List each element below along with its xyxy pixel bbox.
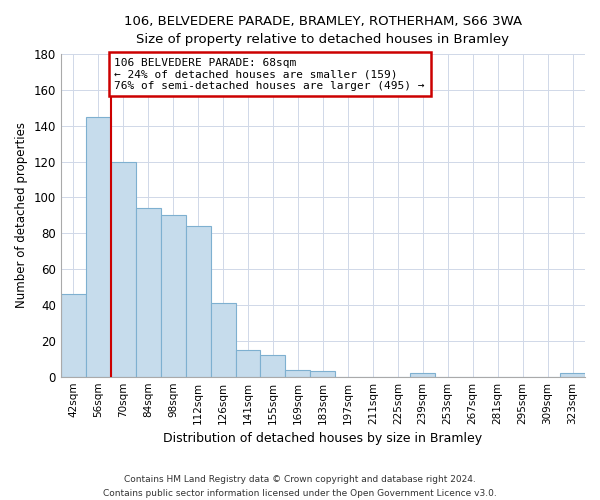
Bar	[86, 117, 111, 376]
Bar	[310, 372, 335, 376]
Bar	[286, 370, 310, 376]
Bar	[185, 226, 211, 376]
Bar	[161, 216, 185, 376]
Text: 106 BELVEDERE PARADE: 68sqm
← 24% of detached houses are smaller (159)
76% of se: 106 BELVEDERE PARADE: 68sqm ← 24% of det…	[115, 58, 425, 91]
Bar	[111, 162, 136, 376]
Y-axis label: Number of detached properties: Number of detached properties	[15, 122, 28, 308]
Bar	[260, 355, 286, 376]
Bar	[410, 373, 435, 376]
X-axis label: Distribution of detached houses by size in Bramley: Distribution of detached houses by size …	[163, 432, 482, 445]
Bar	[136, 208, 161, 376]
Title: 106, BELVEDERE PARADE, BRAMLEY, ROTHERHAM, S66 3WA
Size of property relative to : 106, BELVEDERE PARADE, BRAMLEY, ROTHERHA…	[124, 15, 522, 46]
Text: Contains HM Land Registry data © Crown copyright and database right 2024.
Contai: Contains HM Land Registry data © Crown c…	[103, 476, 497, 498]
Bar	[560, 373, 585, 376]
Bar	[211, 303, 236, 376]
Bar	[236, 350, 260, 376]
Bar	[61, 294, 86, 376]
